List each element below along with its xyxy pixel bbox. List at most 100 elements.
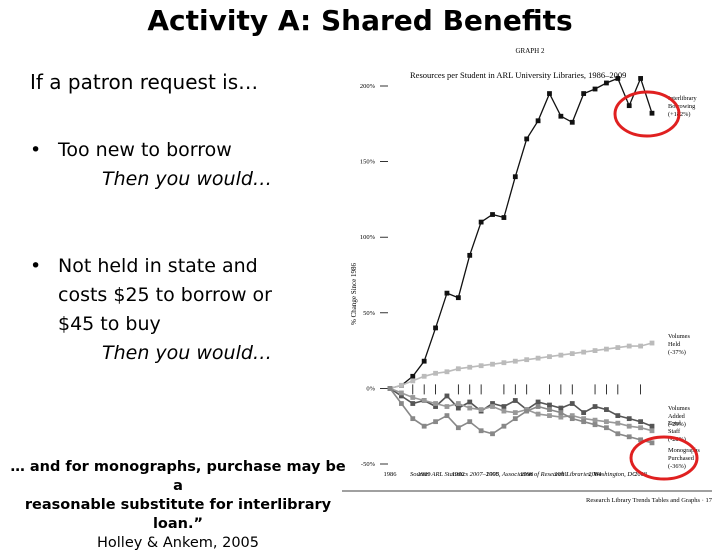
data-point	[433, 370, 438, 376]
legend-name-line2: Held	[668, 341, 681, 348]
data-point	[604, 407, 609, 412]
data-point	[444, 404, 450, 409]
data-point	[581, 419, 587, 425]
data-point	[524, 136, 530, 142]
data-point	[455, 405, 461, 411]
legend-name-line2: Added	[668, 413, 686, 420]
bullet-text: Too new to borrow	[58, 139, 232, 161]
legend-name-line2: Staff	[668, 428, 681, 435]
data-point	[547, 407, 552, 412]
data-point	[467, 399, 473, 405]
data-point	[604, 419, 609, 425]
data-point	[398, 401, 404, 406]
data-point	[478, 363, 484, 369]
data-point	[592, 86, 598, 92]
data-point	[649, 340, 655, 346]
data-point	[467, 252, 473, 258]
data-point	[501, 215, 507, 220]
data-point	[478, 407, 484, 412]
data-point	[512, 358, 518, 364]
chart-footer: Research Library Trends Tables and Graph…	[586, 497, 713, 504]
slide-title: Activity A: Shared Benefits	[147, 4, 573, 37]
data-point	[398, 393, 404, 399]
data-point	[512, 416, 518, 422]
data-point	[490, 404, 495, 409]
data-point	[535, 118, 541, 124]
data-point	[558, 414, 564, 420]
bullet-text: Not held in state and	[58, 255, 258, 277]
y-ticks: -50% 0% 50% 100% 150% 200%	[360, 83, 388, 468]
data-point	[410, 395, 416, 400]
data-point	[569, 351, 575, 357]
data-point	[490, 212, 495, 217]
data-point	[433, 401, 438, 406]
data-point	[524, 408, 530, 414]
data-point	[512, 410, 518, 415]
data-point	[649, 110, 655, 116]
highlight-circle-borrowing	[613, 90, 681, 138]
data-point	[592, 422, 598, 428]
data-point	[512, 174, 518, 180]
data-point	[638, 437, 644, 443]
data-point	[478, 428, 484, 434]
data-point	[615, 76, 621, 81]
data-point	[444, 290, 450, 296]
data-point	[535, 399, 541, 405]
data-point	[649, 428, 655, 434]
y-tick-label: 150%	[360, 159, 376, 166]
data-point	[626, 416, 632, 422]
data-point	[455, 425, 461, 431]
data-point	[490, 361, 495, 367]
data-point	[455, 295, 461, 301]
data-point	[501, 360, 507, 366]
data-point	[615, 431, 621, 437]
x-tick-label: 1998	[520, 471, 533, 478]
data-point	[444, 413, 450, 419]
bullet-not-held: • Not held in state and costs $25 to borr…	[30, 252, 272, 368]
data-point	[421, 423, 427, 429]
data-point	[604, 80, 609, 86]
y-tick-label: -50%	[361, 461, 376, 468]
data-point	[501, 404, 507, 409]
bullet-then: Then you would…	[102, 342, 272, 364]
data-point	[569, 119, 575, 125]
bullet-text-line2: costs $25 to borrow or	[58, 284, 272, 306]
data-point	[581, 91, 587, 96]
data-point	[433, 419, 438, 425]
data-point	[410, 401, 416, 406]
data-point	[398, 382, 404, 388]
data-point	[410, 378, 416, 384]
data-point	[592, 348, 598, 353]
data-point	[444, 393, 450, 399]
data-point	[535, 355, 541, 361]
data-point	[626, 434, 632, 440]
data-point	[547, 413, 552, 419]
data-point	[558, 405, 564, 411]
y-tick-label: 50%	[363, 310, 376, 317]
x-tick-label: 1992	[452, 471, 465, 478]
data-point	[478, 219, 484, 225]
data-point	[592, 417, 598, 423]
data-point	[604, 425, 609, 431]
data-point	[512, 398, 518, 403]
x-tick-label: 1989	[418, 471, 431, 478]
highlight-circle-monographs	[629, 435, 699, 481]
data-point	[615, 345, 621, 350]
data-point	[501, 423, 507, 429]
data-point	[455, 366, 461, 372]
data-point	[524, 357, 530, 363]
data-point	[649, 423, 655, 429]
series-line	[389, 387, 653, 444]
data-point	[581, 349, 587, 355]
data-point	[569, 413, 575, 419]
quote-source: Holley & Ankem, 2005	[96, 535, 259, 551]
data-point	[535, 404, 541, 409]
x-tick-label: 1986	[384, 471, 398, 478]
chart-source: Source: ARL Statistics 2007–2008, Associ…	[410, 471, 637, 478]
data-point	[490, 401, 495, 406]
y-axis-label: % Change Since 1986	[350, 262, 358, 325]
bullet-dot: •	[30, 255, 42, 277]
